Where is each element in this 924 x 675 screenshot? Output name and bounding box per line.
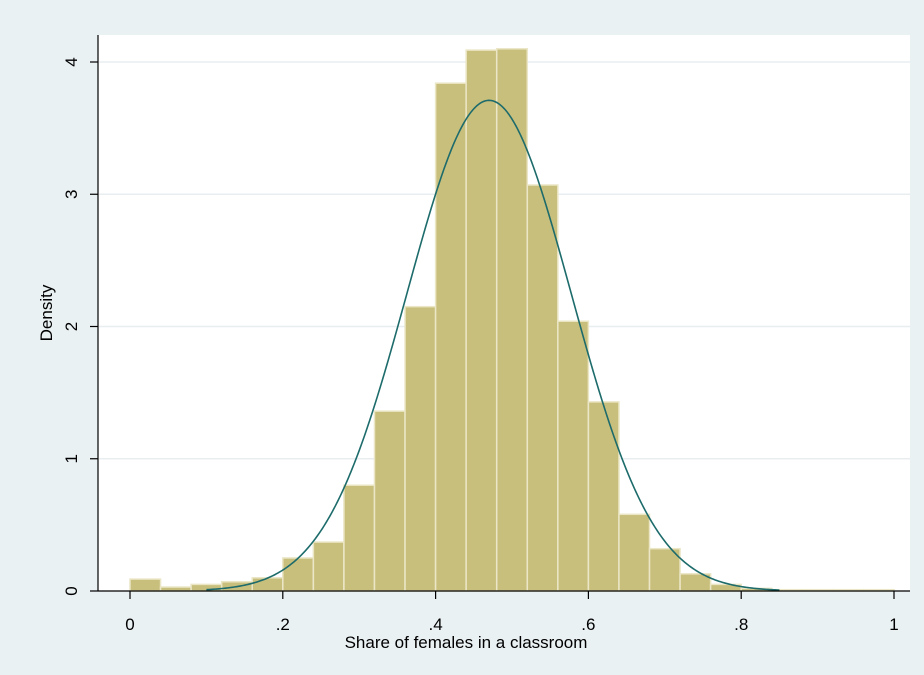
axes	[97, 35, 910, 592]
histogram-bar	[251, 577, 284, 592]
histogram-bar	[495, 48, 529, 592]
y-tick-label: 2	[62, 322, 81, 331]
tick-marks: 0 .2 .4 .6 .8 1 0 1 2 3 4	[62, 57, 899, 634]
x-tick-label: .2	[276, 615, 290, 634]
histogram-bar	[404, 305, 437, 592]
histogram-bar	[373, 410, 406, 592]
normal-density-curve	[206, 99, 780, 591]
histogram-bar	[434, 82, 467, 592]
x-axis-title: Share of females in a classroom	[345, 633, 588, 652]
histogram-bar	[557, 320, 590, 592]
histogram-bar	[129, 578, 162, 592]
histogram-bar	[587, 401, 620, 592]
x-tick-label: 1	[889, 615, 898, 634]
histogram-bar	[190, 583, 223, 592]
histogram-bars	[129, 48, 895, 592]
y-axis-title: Density	[37, 284, 56, 341]
density-curve-layer	[206, 99, 780, 591]
histogram-bar	[526, 184, 559, 592]
y-tick-label: 4	[62, 57, 81, 66]
histogram-bar	[618, 513, 651, 592]
x-tick-label: .6	[581, 615, 595, 634]
y-tick-label: 3	[62, 190, 81, 199]
histogram-bar	[343, 484, 376, 592]
histogram-bar	[312, 541, 345, 592]
x-tick-label: .4	[429, 615, 443, 634]
y-tick-label: 1	[62, 454, 81, 463]
y-tick-label: 0	[62, 586, 81, 595]
x-tick-label: 0	[125, 615, 134, 634]
histogram-bar	[282, 557, 315, 592]
histogram-bar	[465, 49, 498, 592]
histogram-bar	[648, 547, 681, 592]
x-tick-label: .8	[734, 615, 748, 634]
